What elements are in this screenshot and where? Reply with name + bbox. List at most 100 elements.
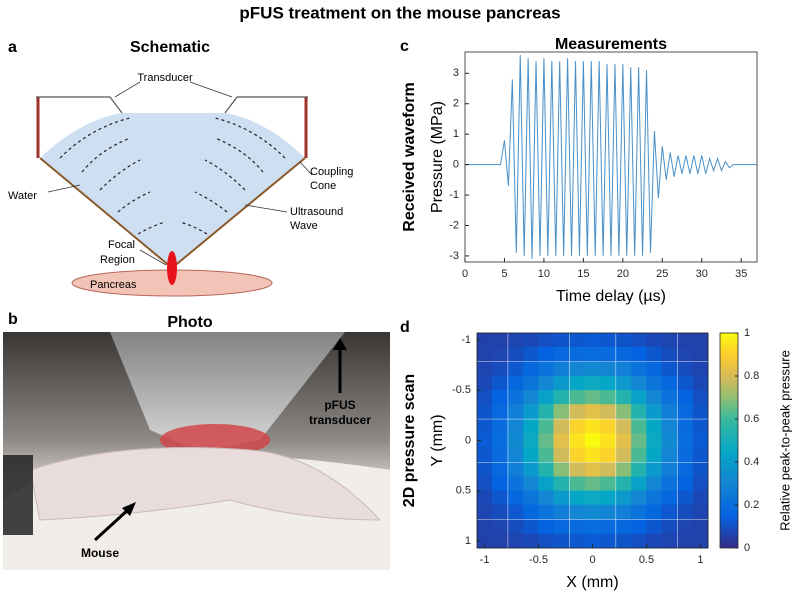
heatmap-cell [599, 533, 616, 549]
heatmap-cell [538, 390, 555, 405]
heatmap-cell [491, 519, 508, 535]
heatmap-cell [646, 533, 663, 549]
heatmap-cell [677, 433, 694, 448]
heatmap-cell [523, 462, 539, 478]
heatmap-cell [553, 447, 570, 463]
x-tick-label: 5 [501, 268, 507, 280]
label: Mouse [81, 546, 119, 560]
heatmap-cell [538, 533, 555, 549]
heatmap-cell [599, 490, 616, 506]
heatmap-cell [538, 490, 555, 506]
heatmap-cell [616, 490, 632, 506]
heatmap-cell [616, 419, 632, 434]
heatmap-cell [616, 533, 632, 549]
heatmap-cell [677, 490, 694, 506]
heatmap-cell [661, 462, 678, 478]
panel-letter: c [400, 38, 409, 55]
heatmap-cell [631, 404, 647, 419]
photo: b Photo pFUS transducer Mouse [3, 311, 390, 570]
heatmap-cell [553, 361, 570, 377]
heatmap-cell [476, 419, 493, 434]
colorbar-tick-label: 0.2 [744, 499, 759, 511]
heatmap-cell [569, 404, 586, 419]
heatmap-cell [538, 332, 555, 348]
heatmap-cell [476, 346, 493, 362]
label: pFUS [324, 398, 355, 412]
heatmap-cell [523, 419, 539, 434]
heatmap-cell [584, 419, 601, 434]
heatmap-cell [646, 332, 663, 348]
heatmap-cell [616, 447, 632, 463]
heatmap-cell [523, 404, 539, 419]
heatmap-cell [599, 404, 616, 419]
heatmap-cell [491, 376, 508, 391]
heatmap-cell [677, 361, 694, 377]
x-tick-label: -0.5 [529, 554, 548, 566]
heatmap-cell [508, 390, 524, 405]
heatmap-cell [661, 533, 678, 549]
heatmap-cell [599, 519, 616, 535]
leader-lines [47, 81, 313, 266]
label: Cone [310, 180, 336, 192]
heatmap-cell [584, 447, 601, 463]
heatmap-cell [599, 447, 616, 463]
x-tick-label: 15 [577, 268, 589, 280]
heatmap-cell [646, 433, 663, 448]
heatmap-cell [508, 433, 524, 448]
heatmap-cell [631, 390, 647, 405]
heatmap-cell [584, 376, 601, 391]
heatmap-cell [599, 346, 616, 362]
panel-letter: a [8, 39, 17, 56]
heatmap-cell [646, 390, 663, 405]
x-tick-label: 30 [696, 268, 708, 280]
label: Focal [108, 239, 135, 251]
heatmap-cell [508, 490, 524, 506]
heatmap-cell [538, 419, 555, 434]
holder-photo [3, 455, 33, 535]
heatmap-cell [553, 433, 570, 448]
heatmap-cell [491, 433, 508, 448]
heatmap-cell [646, 376, 663, 391]
x-tick-label: 0 [589, 554, 595, 566]
x-tick-label: 35 [735, 268, 747, 280]
heatmap-cell [538, 361, 555, 377]
heatmap-cell [508, 346, 524, 362]
arrow-head [122, 502, 136, 516]
heatmap-cell [523, 433, 539, 448]
heatmap-cell [508, 332, 524, 348]
panel-letter: b [8, 311, 18, 328]
label: Water [8, 190, 37, 202]
heatmap-cell [491, 346, 508, 362]
heatmap-cell [661, 433, 678, 448]
heatmap-cell [553, 490, 570, 506]
y-tick-label: 0.5 [456, 485, 471, 497]
heatmap-cell [646, 519, 663, 535]
heatmap-cell [508, 476, 524, 492]
heatmap-cell [553, 519, 570, 535]
heatmap-cell [569, 346, 586, 362]
heatmap-cell [616, 404, 632, 419]
heatmap-cell [677, 419, 694, 434]
label: Region [100, 254, 135, 266]
heatmap-cell [584, 519, 601, 535]
heatmap-cell [569, 519, 586, 535]
heatmap-cell [569, 433, 586, 448]
heatmap-cell [599, 419, 616, 434]
heatmap-cell [538, 346, 555, 362]
label: transducer [309, 413, 371, 427]
transducer-photo [110, 332, 345, 452]
heatmap-cell [616, 390, 632, 405]
colorbar-tick-label: 0.4 [744, 456, 759, 468]
x-tick-label: -1 [480, 554, 490, 566]
heatmap-cell [508, 376, 524, 391]
heatmap-cell [677, 533, 694, 549]
heatmap-cell [508, 404, 524, 419]
heatmap-cell [677, 332, 694, 348]
heatmap-cell [584, 404, 601, 419]
plot-frame [464, 51, 758, 263]
heatmap-cell [599, 433, 616, 448]
heatmap-cell [538, 504, 555, 520]
y-axis-label: Y (mm) [429, 414, 446, 466]
heatmap-cell [569, 332, 586, 348]
heatmap-cell [584, 361, 601, 377]
